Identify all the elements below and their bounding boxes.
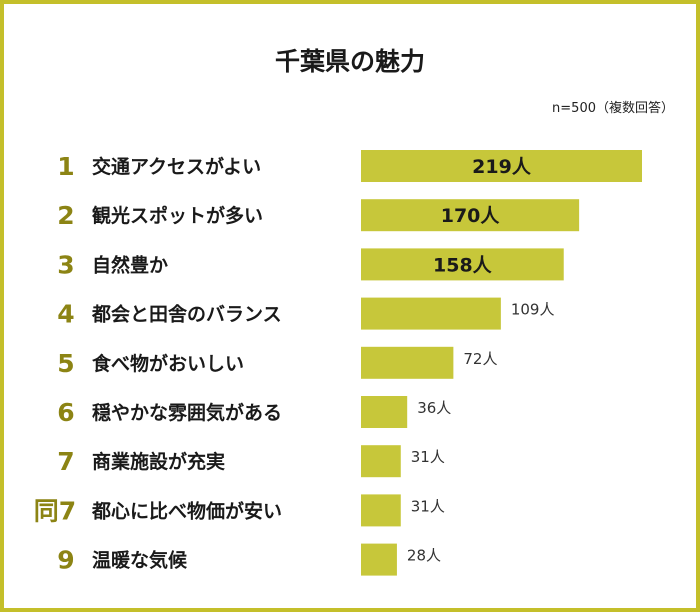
category-label: 都心に比べ物価が安い — [91, 499, 282, 522]
value-label: 72人 — [463, 350, 497, 368]
bar — [361, 297, 501, 330]
category-label: 都会と田舎のバランス — [91, 303, 282, 326]
rank-number: 4 — [57, 300, 74, 329]
value-label: 219人 — [472, 156, 532, 178]
category-label: 交通アクセスがよい — [92, 155, 261, 178]
category-label: 自然豊か — [92, 253, 168, 276]
bar — [361, 150, 642, 182]
rank-number: 7 — [57, 447, 74, 476]
value-label: 31人 — [411, 448, 445, 466]
bar — [361, 543, 397, 576]
rank-number: 1 — [57, 152, 74, 181]
rank-number: 6 — [57, 398, 74, 427]
rank-number: 同7 — [34, 496, 76, 525]
rank-number: 9 — [57, 546, 74, 575]
rank-number: 3 — [57, 250, 74, 279]
category-label: 温暖な気候 — [92, 549, 188, 572]
bar — [361, 445, 401, 478]
category-label: 観光スポットが多い — [92, 204, 263, 227]
value-label: 158人 — [433, 254, 493, 276]
bar — [361, 396, 408, 428]
category-label: 食べ物がおいしい — [92, 352, 244, 375]
bar — [361, 248, 564, 281]
category-label: 商業施設が充実 — [92, 450, 225, 473]
sample-size-note: n=500（複数回答） — [552, 101, 674, 116]
chart-title: 千葉県の魅力 — [274, 47, 425, 76]
value-label: 109人 — [511, 301, 555, 319]
rank-number: 5 — [57, 349, 74, 378]
bar — [361, 494, 401, 527]
value-label: 28人 — [407, 547, 441, 565]
value-label: 31人 — [411, 497, 445, 515]
category-label: 穏やかな雰囲気がある — [92, 401, 282, 424]
value-label: 36人 — [417, 399, 451, 417]
bar — [361, 199, 580, 232]
rank-number: 2 — [57, 201, 74, 230]
value-label: 170人 — [441, 205, 501, 227]
bar — [361, 346, 454, 379]
